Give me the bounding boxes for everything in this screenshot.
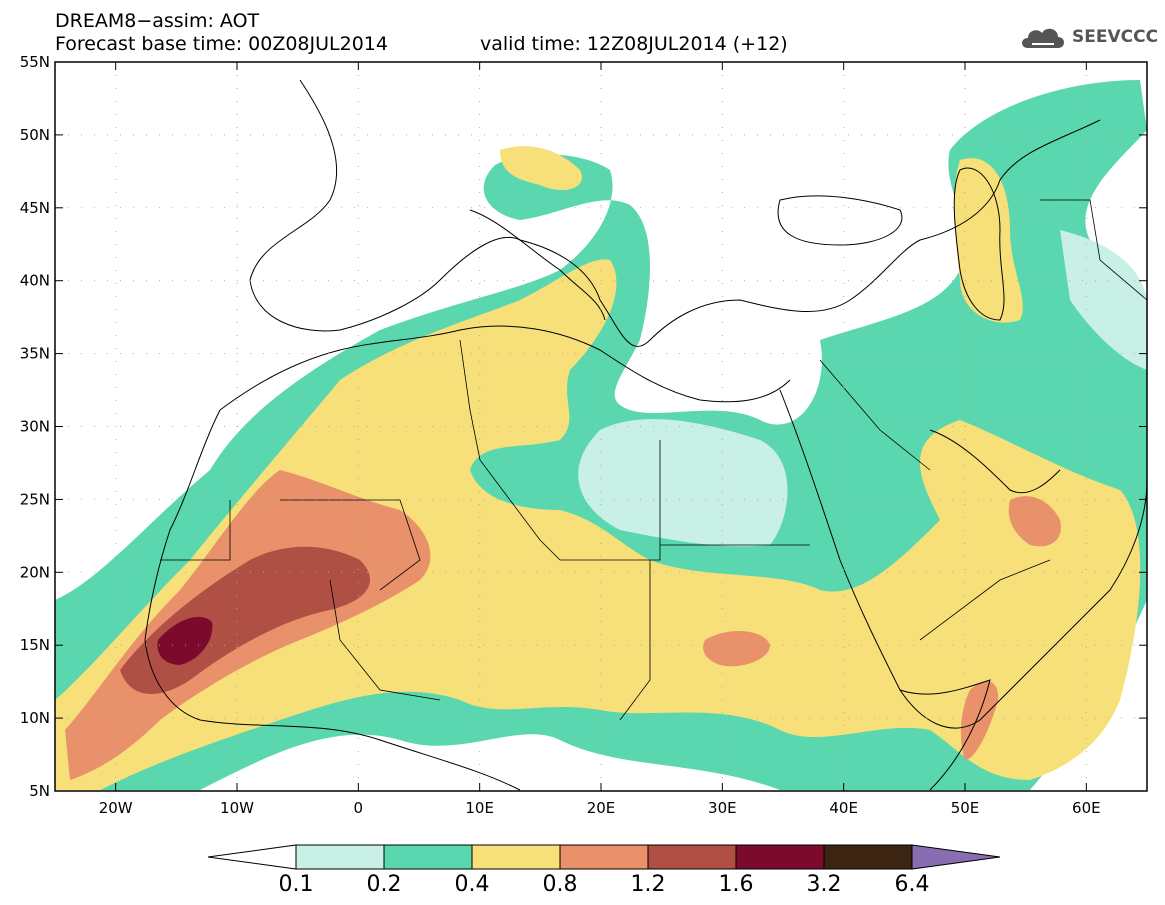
- lat-label: 40N: [20, 272, 50, 290]
- lon-label: 20E: [587, 799, 616, 817]
- colorbar-level-label: 0.2: [367, 872, 402, 897]
- border-line: [560, 440, 661, 561]
- colorbar-labels: 0.1 0.2 0.4 0.8 1.2 1.6 3.2 6.4: [279, 872, 930, 897]
- lon-label: 20W: [99, 799, 133, 817]
- country-borders: [160, 199, 1148, 721]
- aot-fields: [55, 80, 1147, 790]
- aot-contour-0.4-caspian: [954, 158, 1023, 323]
- colorbar-box: [735, 844, 825, 870]
- colorbar-box: [823, 844, 913, 870]
- coastline-africa-west: [144, 409, 521, 791]
- lat-label: 50N: [20, 126, 50, 144]
- lat-label: 10N: [20, 709, 50, 727]
- border-line: [160, 500, 231, 561]
- coastline-europe-north: [249, 79, 1101, 347]
- lat-label: 25N: [20, 490, 50, 508]
- aot-contour-0.8-oman: [1008, 496, 1061, 547]
- aot-map: 55N 50N 45N 40N 35N 30N 25N 20N 15N 10N 5N 20W 10W 0…: [20, 53, 1148, 817]
- aot-contour-0.8-chad: [703, 630, 770, 667]
- lat-label: 15N: [20, 636, 50, 654]
- lon-label: 10E: [465, 799, 494, 817]
- graticule: [55, 62, 1147, 791]
- colorbar-box: [647, 844, 737, 870]
- lat-label: 5N: [29, 782, 50, 800]
- logo-text: SEEVCCC: [1072, 27, 1159, 47]
- lon-label: 30E: [708, 799, 737, 817]
- coastline-red-sea: [779, 389, 1148, 729]
- border-line: [459, 339, 561, 561]
- colorbar-level-label: 6.4: [895, 872, 930, 897]
- colorbar-boxes: [207, 844, 1001, 870]
- cloud-icon: [1022, 28, 1064, 48]
- forecast-base-time: Forecast base time: 00Z08JUL2014: [55, 33, 388, 55]
- lat-label: 20N: [20, 563, 50, 581]
- lon-label: 60E: [1072, 799, 1101, 817]
- lon-label: 50E: [951, 799, 980, 817]
- lon-label: 10W: [220, 799, 254, 817]
- colorbar-level-label: 1.6: [719, 872, 754, 897]
- lon-label: 0: [354, 799, 364, 817]
- colorbar-box: [383, 844, 473, 870]
- border-line: [919, 559, 1051, 641]
- lon-label: 40E: [829, 799, 858, 817]
- valid-time: valid time: 12Z08JUL2014 (+12): [480, 33, 788, 55]
- latitude-labels: 55N 50N 45N 40N 35N 30N 25N 20N 15N 10N 5N: [20, 53, 50, 800]
- aot-contour-1.6: [157, 616, 213, 665]
- lat-label: 45N: [20, 199, 50, 217]
- lat-label: 30N: [20, 418, 50, 436]
- seevccc-logo: SEEVCCC: [1018, 20, 1158, 56]
- coastline-caspian: [953, 167, 1005, 321]
- colorbar-level-label: 3.2: [807, 872, 842, 897]
- colorbar-over-triangle: [911, 844, 1001, 870]
- coastlines: [144, 79, 1148, 791]
- lat-label: 55N: [20, 53, 50, 71]
- aot-contour-0.4: [55, 259, 1141, 790]
- lat-label: 35N: [20, 345, 50, 363]
- coastline-africa-north: [219, 325, 791, 411]
- coastline-somalia: [899, 679, 991, 791]
- border-line: [619, 560, 651, 721]
- colorbar-level-label: 0.1: [279, 872, 314, 897]
- coastline-italy: [469, 209, 606, 321]
- border-line: [329, 579, 441, 701]
- colorbar-level-label: 0.4: [455, 872, 490, 897]
- aot-contour-0.1-egypt: [578, 419, 788, 547]
- coastline-black-sea: [777, 195, 903, 246]
- colorbar-box: [471, 844, 561, 870]
- aot-contour-0.1-ne: [1060, 230, 1147, 370]
- colorbar-level-label: 0.8: [543, 872, 578, 897]
- axis-ticks: [55, 61, 1147, 792]
- map-title: DREAM8−assim: AOT: [55, 10, 260, 32]
- colorbar-under-triangle: [207, 844, 297, 870]
- aot-contour-0.4-alps: [500, 146, 582, 190]
- colorbar-box: [559, 844, 649, 870]
- border-line: [819, 359, 931, 471]
- longitude-labels: 20W 10W 0 10E 20E 30E 40E 50E 60E: [99, 799, 1101, 817]
- coastline-gulf: [929, 429, 1061, 494]
- colorbar-box: [295, 844, 385, 870]
- colorbar-level-label: 1.2: [631, 872, 666, 897]
- border-line: [1040, 199, 1148, 301]
- border-line: [280, 499, 421, 591]
